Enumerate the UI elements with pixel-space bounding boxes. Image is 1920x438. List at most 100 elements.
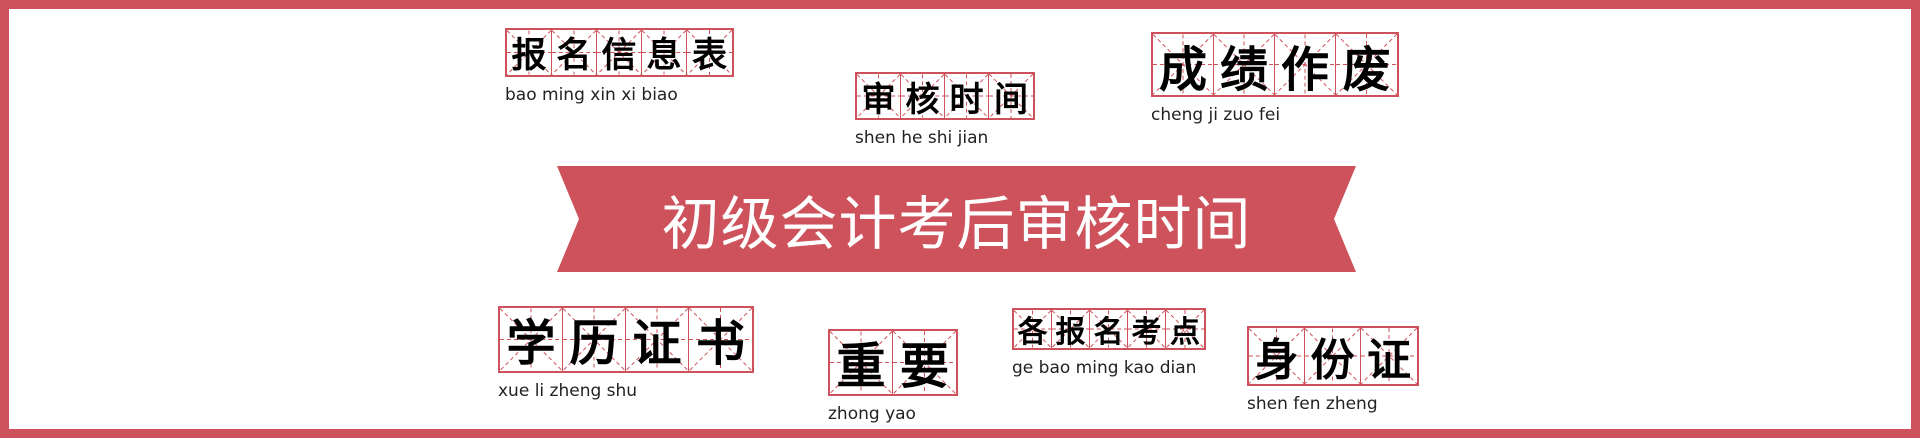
character-cell: 息 — [642, 30, 687, 76]
hanzi-character: 考 — [1131, 315, 1162, 350]
character-cell: 要 — [893, 331, 956, 395]
word-gebaomingkaodian: 各报名考点 ge bao ming kao dian — [1012, 308, 1206, 378]
banner-title: 初级会计考后审核时间 — [661, 190, 1252, 258]
hanzi-character: 身 — [1254, 335, 1299, 386]
word-shenheshijian: 审核时间 shen he shi jian — [855, 72, 1035, 148]
character-cell: 重 — [830, 331, 893, 395]
hanzi-character: 各 — [1017, 315, 1048, 350]
hanzi-character: 报 — [1055, 315, 1086, 350]
tian-grid-lines — [830, 331, 892, 394]
hanzi-character: 绩 — [1219, 41, 1268, 98]
character-cell: 名 — [552, 30, 597, 76]
character-grid: 报名信息表 — [505, 28, 734, 77]
character-cell: 审 — [857, 74, 901, 120]
hanzi-character: 证 — [632, 314, 682, 372]
tian-grid-lines — [1249, 328, 1304, 384]
character-cell: 时 — [945, 74, 989, 120]
character-cell: 作 — [1275, 34, 1336, 98]
character-cell: 核 — [901, 74, 945, 120]
character-cell: 证 — [626, 308, 689, 372]
hanzi-character: 废 — [1342, 41, 1391, 98]
hanzi-character: 书 — [695, 314, 745, 372]
character-cell: 书 — [689, 308, 752, 372]
hanzi-character: 重 — [836, 337, 886, 395]
character-cell: 点 — [1166, 310, 1204, 350]
character-cell: 报 — [507, 30, 552, 76]
hanzi-character: 点 — [1170, 315, 1200, 350]
tian-grid-lines — [1014, 310, 1051, 348]
character-cell: 身 — [1249, 328, 1305, 386]
hanzi-character: 要 — [899, 337, 949, 395]
character-cell: 间 — [989, 74, 1033, 120]
hanzi-character: 核 — [905, 79, 940, 120]
tian-grid-lines — [1166, 310, 1204, 348]
character-grid: 各报名考点 — [1012, 308, 1206, 350]
pinyin-label: shen he shi jian — [855, 128, 989, 148]
word-xuelizhengshu: 学历证书 xue li zheng shu — [498, 306, 754, 401]
tian-grid-lines — [597, 30, 641, 75]
title-banner: 初级会计考后审核时间 — [557, 166, 1356, 272]
tian-grid-lines — [1153, 34, 1213, 95]
tian-grid-lines — [563, 308, 625, 371]
hanzi-character: 间 — [994, 79, 1028, 120]
hanzi-character: 成 — [1158, 41, 1207, 98]
hanzi-character: 名 — [556, 35, 592, 76]
word-baomingxinxibiao: 报名信息表 bao ming xin xi biao — [505, 28, 734, 105]
tian-grid-lines — [893, 331, 956, 394]
hanzi-character: 证 — [1367, 335, 1411, 386]
tian-grid-lines — [857, 74, 900, 118]
tian-grid-lines — [1090, 310, 1127, 348]
hanzi-character: 历 — [569, 314, 619, 372]
hanzi-character: 学 — [506, 314, 556, 372]
tian-grid-lines — [1336, 34, 1397, 95]
word-chengjizuofei: 成绩作废 cheng ji zuo fei — [1151, 32, 1399, 125]
tian-grid-lines — [1275, 34, 1335, 95]
character-grid: 审核时间 — [855, 72, 1035, 120]
tian-grid-lines — [507, 30, 551, 75]
tian-grid-lines — [901, 74, 944, 118]
character-cell: 成 — [1153, 34, 1214, 98]
character-cell: 历 — [563, 308, 626, 372]
hanzi-character: 时 — [949, 79, 984, 120]
tian-grid-lines — [1361, 328, 1417, 384]
character-cell: 名 — [1090, 310, 1128, 350]
character-cell: 份 — [1305, 328, 1361, 386]
pinyin-label: xue li zheng shu — [498, 381, 638, 401]
pinyin-label: ge bao ming kao dian — [1012, 358, 1197, 378]
tian-grid-lines — [552, 30, 596, 75]
ribbon-shape — [557, 166, 1356, 272]
character-grid: 重要 — [828, 329, 958, 396]
tian-grid-lines — [642, 30, 686, 75]
character-grid: 学历证书 — [498, 306, 754, 373]
pinyin-label: bao ming xin xi biao — [505, 85, 678, 105]
pinyin-label: zhong yao — [828, 404, 916, 424]
tian-grid-lines — [989, 74, 1033, 118]
hanzi-character: 审 — [861, 79, 896, 120]
tian-grid-lines — [1214, 34, 1274, 95]
character-cell: 绩 — [1214, 34, 1275, 98]
character-cell: 信 — [597, 30, 642, 76]
character-cell: 证 — [1361, 328, 1417, 386]
tian-grid-lines — [1128, 310, 1165, 348]
character-cell: 废 — [1336, 34, 1397, 98]
pinyin-label: shen fen zheng — [1247, 394, 1378, 414]
tian-grid-lines — [687, 30, 732, 75]
tian-grid-lines — [945, 74, 988, 118]
word-zhongyao: 重要 zhong yao — [828, 329, 958, 424]
hanzi-character: 作 — [1280, 41, 1329, 98]
hanzi-character: 息 — [646, 35, 682, 76]
word-shenfenzheng: 身份证 shen fen zheng — [1247, 326, 1419, 414]
hanzi-character: 报 — [511, 35, 547, 76]
character-cell: 表 — [687, 30, 732, 76]
character-grid: 成绩作废 — [1151, 32, 1399, 98]
character-cell: 各 — [1014, 310, 1052, 350]
tian-grid-lines — [1305, 328, 1360, 384]
tian-grid-lines — [626, 308, 688, 371]
hanzi-character: 表 — [691, 35, 727, 76]
hanzi-character: 份 — [1310, 335, 1355, 386]
character-cell: 学 — [500, 308, 563, 372]
character-grid: 身份证 — [1247, 326, 1419, 386]
tian-grid-lines — [500, 308, 562, 371]
tian-grid-lines — [1052, 310, 1089, 348]
character-cell: 报 — [1052, 310, 1090, 350]
